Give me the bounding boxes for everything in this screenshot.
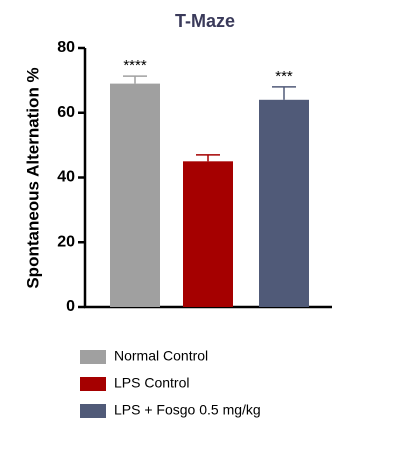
legend-swatch <box>80 377 106 391</box>
bar <box>110 83 160 307</box>
bar <box>259 99 309 307</box>
legend-swatch <box>80 404 106 418</box>
chart-title: T-Maze <box>175 11 235 31</box>
legend-label: Normal Control <box>114 348 208 364</box>
y-tick-label: 40 <box>57 169 75 186</box>
y-tick-label: 20 <box>57 233 75 250</box>
bar <box>183 161 233 307</box>
annotation: *** <box>275 68 293 85</box>
y-axis-label: Spontaneous Alternation % <box>23 67 42 288</box>
legend-label: LPS Control <box>114 375 189 391</box>
annotation: **** <box>123 57 147 74</box>
legend-swatch <box>80 350 106 364</box>
y-tick-label: 60 <box>57 104 75 121</box>
y-tick-label: 80 <box>57 39 75 56</box>
y-tick-label: 0 <box>66 298 75 315</box>
legend-label: LPS + Fosgo 0.5 mg/kg <box>114 402 261 418</box>
